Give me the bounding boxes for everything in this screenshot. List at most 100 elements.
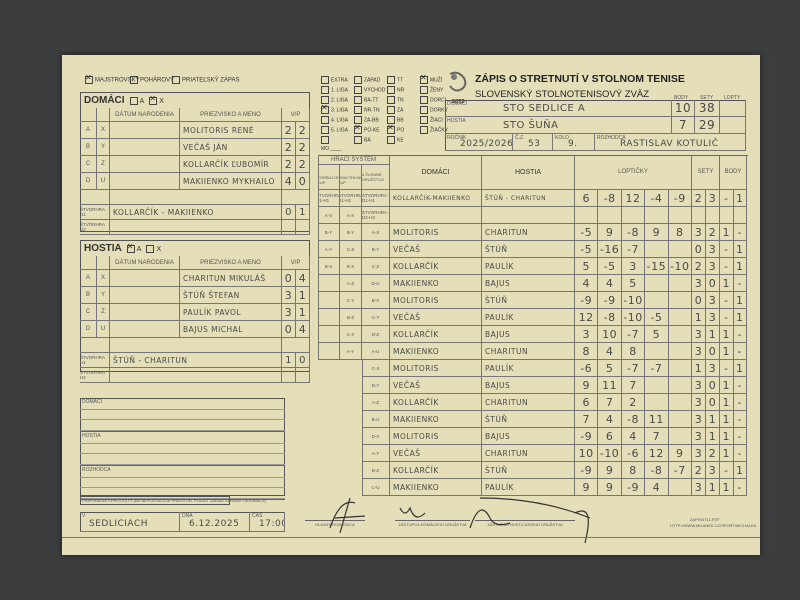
checkbox[interactable] xyxy=(146,245,155,254)
team-option-x[interactable]: X xyxy=(146,245,162,254)
league-option[interactable]: EXTRA xyxy=(321,76,348,84)
body-away: 1 xyxy=(733,241,747,258)
checkbox[interactable] xyxy=(420,73,428,84)
league-option[interactable]: ŽIACI xyxy=(420,116,443,124)
league-option[interactable]: TT xyxy=(387,76,403,84)
league-option[interactable]: ZA xyxy=(387,106,403,114)
league-option[interactable]: PO-KE xyxy=(354,123,380,134)
set-score: 4 xyxy=(621,428,646,445)
checkbox[interactable] xyxy=(126,242,135,254)
checkbox[interactable] xyxy=(172,76,180,84)
sets-home: 3 xyxy=(692,377,706,394)
checkbox[interactable] xyxy=(354,76,362,84)
checkbox[interactable] xyxy=(420,126,428,134)
checkbox[interactable] xyxy=(354,96,362,104)
match-type-option[interactable]: MAJSTROVSKÝ xyxy=(85,73,140,84)
league-option[interactable]: 1. LIGA xyxy=(321,86,348,94)
checkbox[interactable] xyxy=(387,106,395,114)
checkbox[interactable] xyxy=(420,86,428,94)
checkbox[interactable] xyxy=(354,136,362,144)
checkbox[interactable] xyxy=(387,123,395,134)
option-label: X xyxy=(156,246,162,253)
checkbox[interactable] xyxy=(321,76,329,84)
league-option[interactable]: BA xyxy=(354,136,371,144)
system-code: C-X xyxy=(362,360,390,377)
league-option[interactable]: DORKY xyxy=(420,106,448,114)
match-type-option[interactable]: PRIATEĽSKÝ ZÁPAS xyxy=(172,76,239,84)
system-code: D-Y xyxy=(362,377,390,394)
checkbox[interactable] xyxy=(354,106,362,114)
sets-home: 3 xyxy=(692,428,706,445)
checkbox[interactable] xyxy=(354,123,362,134)
league-option[interactable]: MUŽI xyxy=(420,73,442,84)
checkbox[interactable] xyxy=(130,76,138,84)
team-option-x[interactable]: X xyxy=(149,94,164,106)
body-home: - xyxy=(720,190,734,207)
checkbox[interactable] xyxy=(387,86,395,94)
body-away: - xyxy=(733,343,747,360)
checkbox[interactable] xyxy=(85,73,93,84)
league-option[interactable]: BA-TT xyxy=(354,96,378,104)
checkbox[interactable] xyxy=(420,106,428,114)
set-score: -10 xyxy=(668,258,692,275)
system-code: ŠTVORHRA D1-H1 xyxy=(318,190,340,207)
league-option[interactable]: KE xyxy=(387,136,404,144)
league-option[interactable]: 4. LIGA xyxy=(321,116,348,124)
comment-line xyxy=(80,476,285,478)
league-option[interactable]: TN xyxy=(387,96,404,104)
set-score xyxy=(668,377,692,394)
sets-away: 1 xyxy=(706,428,720,445)
match-type-option[interactable]: POHÁROVÝ xyxy=(130,76,174,84)
league-option[interactable]: ŽIAČKY xyxy=(420,126,448,134)
player-birthdate xyxy=(110,287,180,304)
checkbox[interactable] xyxy=(321,136,329,144)
league-option[interactable]: NR xyxy=(387,86,404,94)
league-option[interactable] xyxy=(321,136,331,144)
league-option[interactable]: 5. LIGA xyxy=(321,126,348,134)
league-option[interactable]: NR-TN xyxy=(354,106,380,114)
checkbox[interactable] xyxy=(420,96,428,104)
away-player: ŠTÚŇ xyxy=(482,462,575,479)
checkbox[interactable] xyxy=(149,94,158,106)
league-option[interactable]: MO ____ xyxy=(321,146,342,152)
round-label: KOLO xyxy=(555,135,569,141)
comment-line xyxy=(80,497,285,499)
protests-field[interactable] xyxy=(80,496,230,505)
checkbox[interactable] xyxy=(129,97,138,106)
option-label: A xyxy=(136,246,142,253)
checkbox[interactable] xyxy=(321,116,329,124)
league-option[interactable]: ZÁPAD xyxy=(354,76,380,84)
checkbox[interactable] xyxy=(321,86,329,94)
league-option[interactable]: 3. LIGA xyxy=(321,103,348,114)
home-player: VEČAŠ xyxy=(390,377,482,394)
body-home: - xyxy=(720,258,734,275)
referee-label: ROZHODCA xyxy=(597,135,626,141)
player-code: Y xyxy=(97,287,110,304)
team-option-a[interactable]: A xyxy=(129,97,144,106)
doubles-wins xyxy=(282,220,296,235)
checkbox[interactable] xyxy=(321,103,329,114)
league-option[interactable]: DORCI xyxy=(420,96,446,104)
league-option[interactable]: ŽENY xyxy=(420,86,443,94)
checkbox[interactable] xyxy=(354,86,362,94)
checkbox[interactable] xyxy=(387,76,395,84)
league-label: ZA xyxy=(397,107,404,114)
team-option-a[interactable]: A xyxy=(126,242,142,254)
away-player: PAULÍK xyxy=(482,360,575,377)
checkbox[interactable] xyxy=(387,96,395,104)
checkbox[interactable] xyxy=(420,116,428,124)
col-vp: V/P xyxy=(282,256,310,270)
player-code: Y xyxy=(97,139,110,156)
away-player: BAJUS xyxy=(482,377,575,394)
league-option[interactable]: PO xyxy=(387,123,404,134)
league-option[interactable]: VÝCHOD xyxy=(354,86,385,94)
checkbox[interactable] xyxy=(321,126,329,134)
body-home: 1 xyxy=(720,343,734,360)
system-code: B-Y xyxy=(318,224,340,241)
sets-away: 2 xyxy=(706,445,720,462)
checkbox[interactable] xyxy=(387,136,395,144)
set-score: -5 xyxy=(575,224,599,241)
body-away: 1 xyxy=(733,292,747,309)
away-total-body: 7 xyxy=(672,117,695,134)
away-player: CHARITUN xyxy=(482,224,575,241)
